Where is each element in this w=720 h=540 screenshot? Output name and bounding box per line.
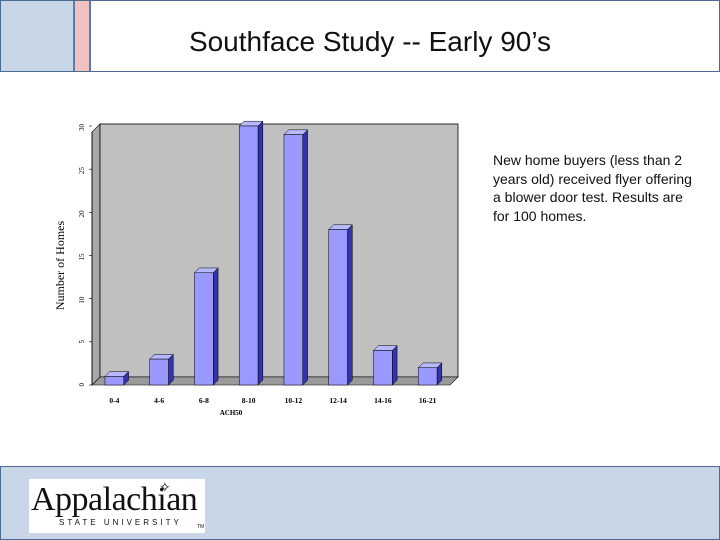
x-tick-label: 6-8 [199, 396, 209, 405]
x-tick-label: 8-10 [242, 396, 256, 405]
logo-subtitle: STATE UNIVERSITY [59, 518, 182, 527]
bar [417, 367, 438, 386]
bar-side [302, 129, 308, 386]
chart-svg: 0 5 10 15 20 25 30 Number of Homes 0-4 4-6 6-8 8-10… [53, 120, 459, 417]
bar-side [347, 224, 353, 386]
bar-chart: 0 5 10 15 20 25 30 Number of Homes 0-4 4-6 6-8 8-10… [50, 110, 470, 430]
x-tick-label: 14-16 [374, 396, 392, 405]
plot-floor [91, 376, 459, 386]
x-tick-label: 16-21 [419, 396, 437, 405]
y-axis-label: Number of Homes [53, 221, 67, 311]
bar [283, 134, 304, 386]
bar [328, 229, 348, 386]
y-tick-label: 20 [78, 210, 86, 218]
bar-side [213, 267, 219, 386]
bar-side [168, 353, 174, 386]
y-tick-label: 10 [78, 296, 86, 304]
bar-side [392, 345, 398, 386]
bar [104, 376, 125, 386]
y-tick-label: 15 [78, 253, 86, 261]
y-tick-label: 0 [78, 383, 86, 387]
y-tick-label: 30 [78, 124, 86, 132]
plot-side-wall [91, 123, 101, 386]
x-axis-label: ACH50 [220, 409, 243, 417]
bar [194, 272, 214, 386]
plot-back-wall [99, 123, 459, 378]
x-tick-label: 12-14 [329, 396, 347, 405]
bar [238, 125, 259, 386]
slide-title: Southface Study -- Early 90’s [188, 26, 552, 57]
slide-header [0, 0, 720, 72]
x-tick-label: 10-12 [285, 396, 303, 405]
bird-icon: ✧ [159, 479, 171, 495]
logo-wordmark: Appalachian [31, 481, 198, 518]
y-tick-label: 5 [78, 339, 86, 343]
study-note: New home buyers (less than 2 years old) … [493, 152, 692, 224]
header-accent-block [1, 1, 75, 71]
slide-footer: Appalachian ✧ STATE UNIVERSITY TM [0, 466, 720, 540]
bar-side [257, 120, 264, 386]
x-tick-label: 0-4 [109, 396, 119, 405]
bar [149, 358, 169, 386]
x-tick-label: 4-6 [154, 396, 164, 405]
logo-trademark: TM [197, 524, 205, 530]
header-accent-stripe [75, 1, 91, 71]
bar [373, 350, 393, 386]
y-tick-label: 25 [78, 167, 86, 175]
university-logo: Appalachian ✧ STATE UNIVERSITY TM [29, 479, 205, 533]
